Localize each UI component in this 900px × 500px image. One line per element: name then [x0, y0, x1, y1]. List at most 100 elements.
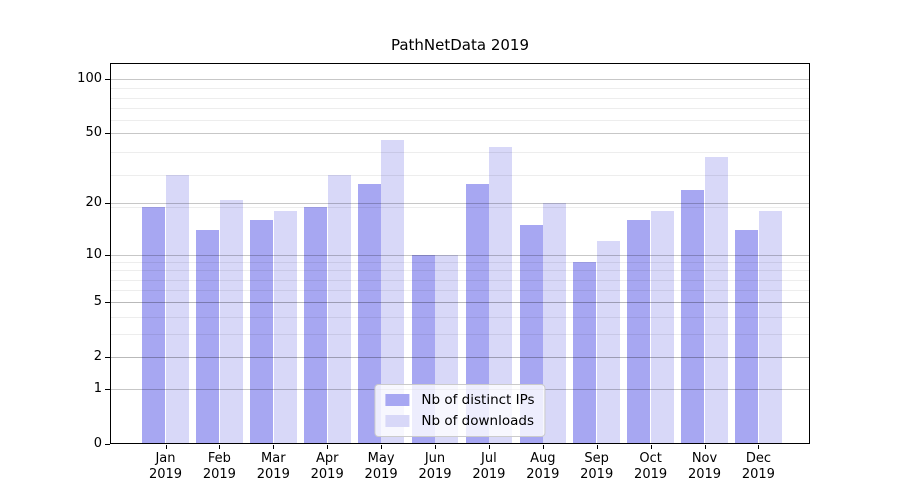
gridline-major — [110, 302, 810, 304]
x-tick-month: Aug — [530, 451, 556, 466]
gridline-minor — [110, 88, 810, 90]
y-tick-mark — [105, 357, 110, 359]
x-tick-mark — [650, 445, 652, 449]
y-tick-label: 0 — [93, 436, 102, 451]
legend-label: Nb of downloads — [421, 413, 534, 429]
y-tick-mark — [105, 133, 110, 135]
y-tick-mark — [105, 254, 110, 256]
chart-title: PathNetData 2019 — [390, 36, 530, 54]
y-tick-label: 20 — [85, 195, 102, 211]
gridline-minor — [110, 97, 810, 99]
y-tick-label: 1 — [93, 381, 102, 397]
x-tick-label: Jul 2019 — [462, 451, 516, 483]
bar-distinct-ips — [681, 189, 705, 444]
x-tick-month: Jul — [481, 451, 497, 466]
bar-downloads — [219, 199, 243, 444]
x-tick-mark — [219, 445, 221, 449]
x-tick-month: May — [367, 451, 395, 466]
bar-distinct-ips — [196, 230, 220, 444]
x-tick-month: Mar — [261, 451, 286, 466]
bar-distinct-ips — [735, 230, 759, 444]
x-tick-label: Nov 2019 — [678, 451, 732, 483]
y-tick-label: 5 — [93, 294, 102, 310]
x-tick-year: 2019 — [687, 467, 722, 482]
gridline-major — [110, 357, 810, 359]
bar-distinct-ips — [303, 207, 327, 444]
gridline-minor — [110, 175, 810, 177]
x-tick-mark — [542, 445, 544, 449]
legend-entry: Nb of downloads — [385, 414, 534, 428]
bar-downloads — [381, 139, 405, 444]
bar-distinct-ips — [465, 183, 489, 444]
gridline-major — [110, 203, 810, 205]
x-tick-mark — [165, 445, 167, 449]
gridline-minor — [110, 316, 810, 318]
x-tick-month: Sep — [584, 451, 609, 466]
gridline-minor — [110, 357, 810, 359]
legend-label: Nb of distinct IPs — [421, 392, 535, 408]
x-tick-year: 2019 — [148, 467, 183, 482]
x-tick-year: 2019 — [256, 467, 290, 482]
bar-distinct-ips — [357, 183, 381, 444]
gridline-minor — [110, 302, 810, 304]
y-tick-label: 50 — [85, 125, 102, 141]
bars-layer — [110, 63, 810, 444]
x-tick-mark — [596, 445, 598, 449]
bar-distinct-ips — [573, 262, 597, 444]
x-tick-month: Jun — [424, 451, 446, 466]
x-tick-year: 2019 — [418, 467, 452, 482]
gridline-major — [110, 79, 810, 81]
x-tick-label: Feb 2019 — [192, 451, 246, 483]
gridline-minor — [110, 207, 810, 209]
x-tick-label: Apr 2019 — [300, 451, 354, 483]
x-tick-label: Aug 2019 — [516, 451, 570, 483]
y-tick-label: 10 — [85, 246, 102, 262]
gridline-minor — [110, 270, 810, 272]
bar-downloads — [273, 211, 297, 444]
x-tick-month: Oct — [639, 451, 662, 466]
legend: Nb of distinct IPs Nb of downloads — [374, 384, 546, 437]
x-tick-mark — [435, 445, 436, 449]
y-tick-mark — [105, 203, 110, 205]
y-tick-mark — [105, 389, 110, 391]
bar-downloads — [758, 211, 782, 444]
x-tick-mark — [704, 445, 706, 449]
y-tick-label: 100 — [77, 71, 102, 87]
x-tick-month: Apr — [315, 451, 339, 466]
x-tick-label: Mar 2019 — [246, 451, 300, 483]
y-tick-mark — [105, 302, 110, 304]
x-tick-mark — [758, 445, 760, 449]
legend-swatch — [385, 415, 410, 427]
gridline-minor — [110, 262, 810, 263]
gridline-minor — [110, 152, 810, 154]
x-tick-mark — [327, 445, 329, 449]
x-tick-label: Dec 2019 — [731, 451, 785, 483]
x-tick-year: 2019 — [310, 467, 344, 482]
x-tick-year: 2019 — [741, 467, 775, 482]
bar-distinct-ips — [250, 220, 273, 444]
x-tick-month: Jan — [155, 451, 176, 466]
y-tick-label: 2 — [93, 349, 102, 365]
legend-entry: Nb of distinct IPs — [385, 392, 535, 408]
x-tick-mark — [381, 445, 383, 449]
x-tick-label: Sep 2019 — [570, 451, 624, 483]
bar-downloads — [543, 203, 567, 444]
y-tick-mark — [105, 444, 110, 445]
x-tick-month: Nov — [691, 451, 718, 466]
gridline-minor — [110, 334, 810, 336]
x-tick-month: Feb — [207, 451, 231, 466]
bar-downloads — [704, 156, 728, 444]
x-tick-year: 2019 — [364, 467, 398, 482]
x-tick-label: Jan 2019 — [139, 451, 193, 483]
bar-downloads — [489, 146, 513, 444]
x-tick-year: 2019 — [202, 467, 236, 482]
x-tick-label: Oct 2019 — [624, 451, 678, 483]
legend-swatch — [385, 394, 410, 406]
bar-downloads — [597, 241, 620, 444]
bar-downloads — [650, 211, 674, 444]
gridline-major — [110, 133, 810, 135]
x-tick-mark — [273, 445, 275, 449]
y-tick-mark — [105, 79, 110, 81]
gridline-minor — [110, 120, 810, 122]
